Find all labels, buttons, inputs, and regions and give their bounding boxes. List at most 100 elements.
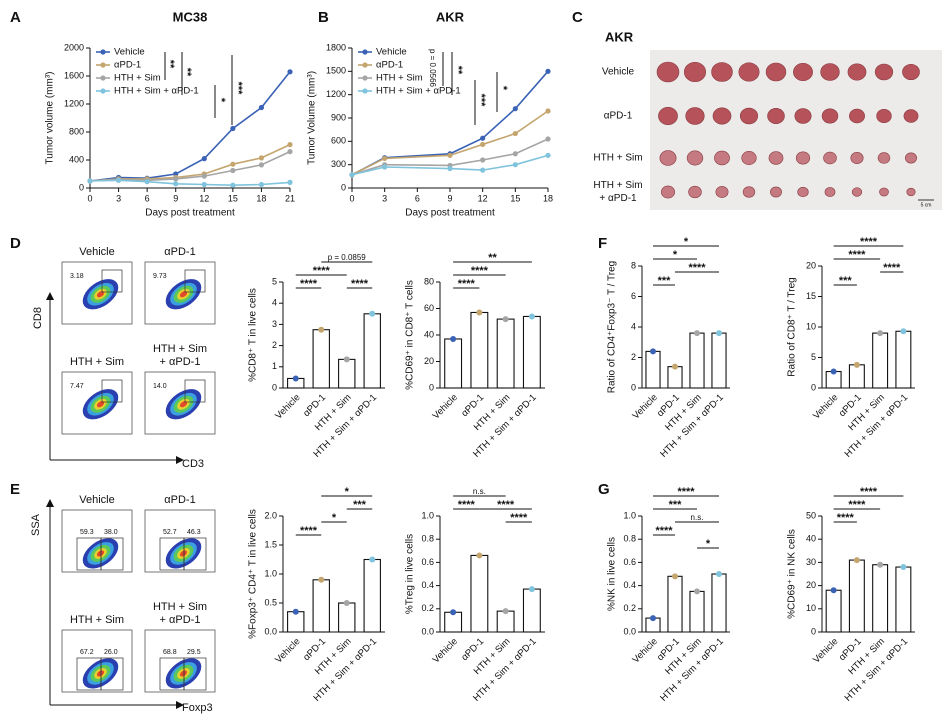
bar-point [369,556,376,563]
tumor [824,187,836,197]
bar-point [830,368,837,375]
x-tick-label: 6 [145,193,150,203]
y-tick-label: 0 [79,182,84,192]
y-tick-label: 60 [424,303,434,313]
bar-point [853,557,860,564]
data-point [287,69,293,75]
y-tick-label: 1500 [326,66,346,76]
x-tick-label: 21 [285,193,295,203]
tumor [820,63,840,81]
tumor [847,63,867,81]
significance-label: **** [883,262,901,274]
gate [183,657,207,691]
tumor [658,107,678,126]
y-tick-label: 400 [69,154,84,164]
y-tick-label: 0.8 [623,534,636,544]
tumor [712,107,732,125]
data-point [201,173,207,179]
y-tick-label: 0.4 [623,580,636,590]
significance-label: **** [688,262,706,274]
significance-label: p = 0.0859 [328,253,367,262]
bar-point [716,330,722,337]
x-tick-label: 3 [382,193,387,203]
x-tick-label: Vehicle [273,636,302,665]
gate-value: 7.47 [70,383,84,390]
y-axis-label: Ratio of CD4⁺Foxp3⁻ T / Treg [607,261,618,393]
x-tick-label: 6 [415,193,420,203]
legend-label: HTH + Sim [376,73,423,84]
data-point [545,108,551,114]
flow-title: Vehicle [79,246,114,258]
y-axis-label: %Foxp3⁺ CD4⁺ T in live cells [248,509,259,639]
scale-label: 5 cm [921,202,932,208]
data-point [258,155,265,161]
significance-label: p = 0.0566 [428,49,437,88]
data-point [258,162,265,168]
flow-title: αPD-1 [164,246,195,258]
gate-value: 59.3 [80,529,94,536]
y-tick-label: 6 [631,291,636,301]
y-tick-label: 10 [806,321,816,331]
bar [522,315,541,389]
bar [872,332,889,389]
data-point [480,157,486,163]
y-tick-label: 600 [331,136,346,146]
legend-label: αPD-1 [114,60,141,71]
x-tick-label: 15 [510,193,520,203]
flow-axis-label: Foxp3 [182,702,213,714]
gate-value: 52.7 [163,529,177,536]
y-tick-label: 0.5 [264,597,277,607]
bar [444,338,463,389]
bar [645,350,661,389]
significance-label: ** [164,60,176,69]
x-tick-label: 9 [447,193,452,203]
chart-title: MC38 [173,9,208,24]
flow-density [96,401,105,408]
x-tick-label: Vehicle [630,392,659,421]
y-tick-label: 0.0 [421,626,434,636]
series-line [89,143,291,182]
tumor [711,62,733,82]
y-tick-label: 2 [631,352,636,362]
x-tick-label: 18 [543,193,553,203]
data-point [512,162,518,168]
tumor [794,108,812,124]
bar-point [476,309,483,316]
y-tick-label: 8 [631,260,636,270]
legend-label: Vehicle [376,47,407,58]
y-axis-label: %CD8⁺ T in live cells [248,288,259,382]
significance-label: *** [232,82,244,96]
row-label: HTH + Sim [593,180,642,191]
tumor [686,150,704,166]
y-axis-label: %CD69⁺ in NK cells [787,529,798,619]
y-tick-label: 0.6 [623,557,636,567]
bar [689,590,705,633]
bar [667,575,683,633]
tumor [849,108,865,124]
tumor [738,62,760,82]
data-point [512,130,518,137]
row-label: + αPD-1 [599,193,637,204]
arrow-head [176,456,184,464]
y-tick-label: 1200 [64,98,84,108]
y-tick-label: 0 [811,382,816,392]
flow-title: αPD-1 [164,494,195,506]
data-point [258,104,265,111]
tumor [879,187,889,197]
y-tick-label: 0 [429,382,434,392]
tumor [714,150,730,166]
panel-label: E [10,481,20,498]
significance-label: **** [510,512,528,524]
tumor [850,152,864,164]
y-tick-label: 1.5 [264,539,277,549]
significance-label: **** [848,499,866,511]
bar-point [292,608,299,615]
gate-value: 68.8 [163,649,177,656]
x-tick-label: 3 [116,193,121,203]
tumor [742,186,756,198]
y-tick-label: 1800 [326,42,346,52]
bar [287,611,305,633]
bar [496,610,515,633]
y-tick-label: 20 [806,260,816,270]
flow-title: HTH + Sim [70,614,124,626]
